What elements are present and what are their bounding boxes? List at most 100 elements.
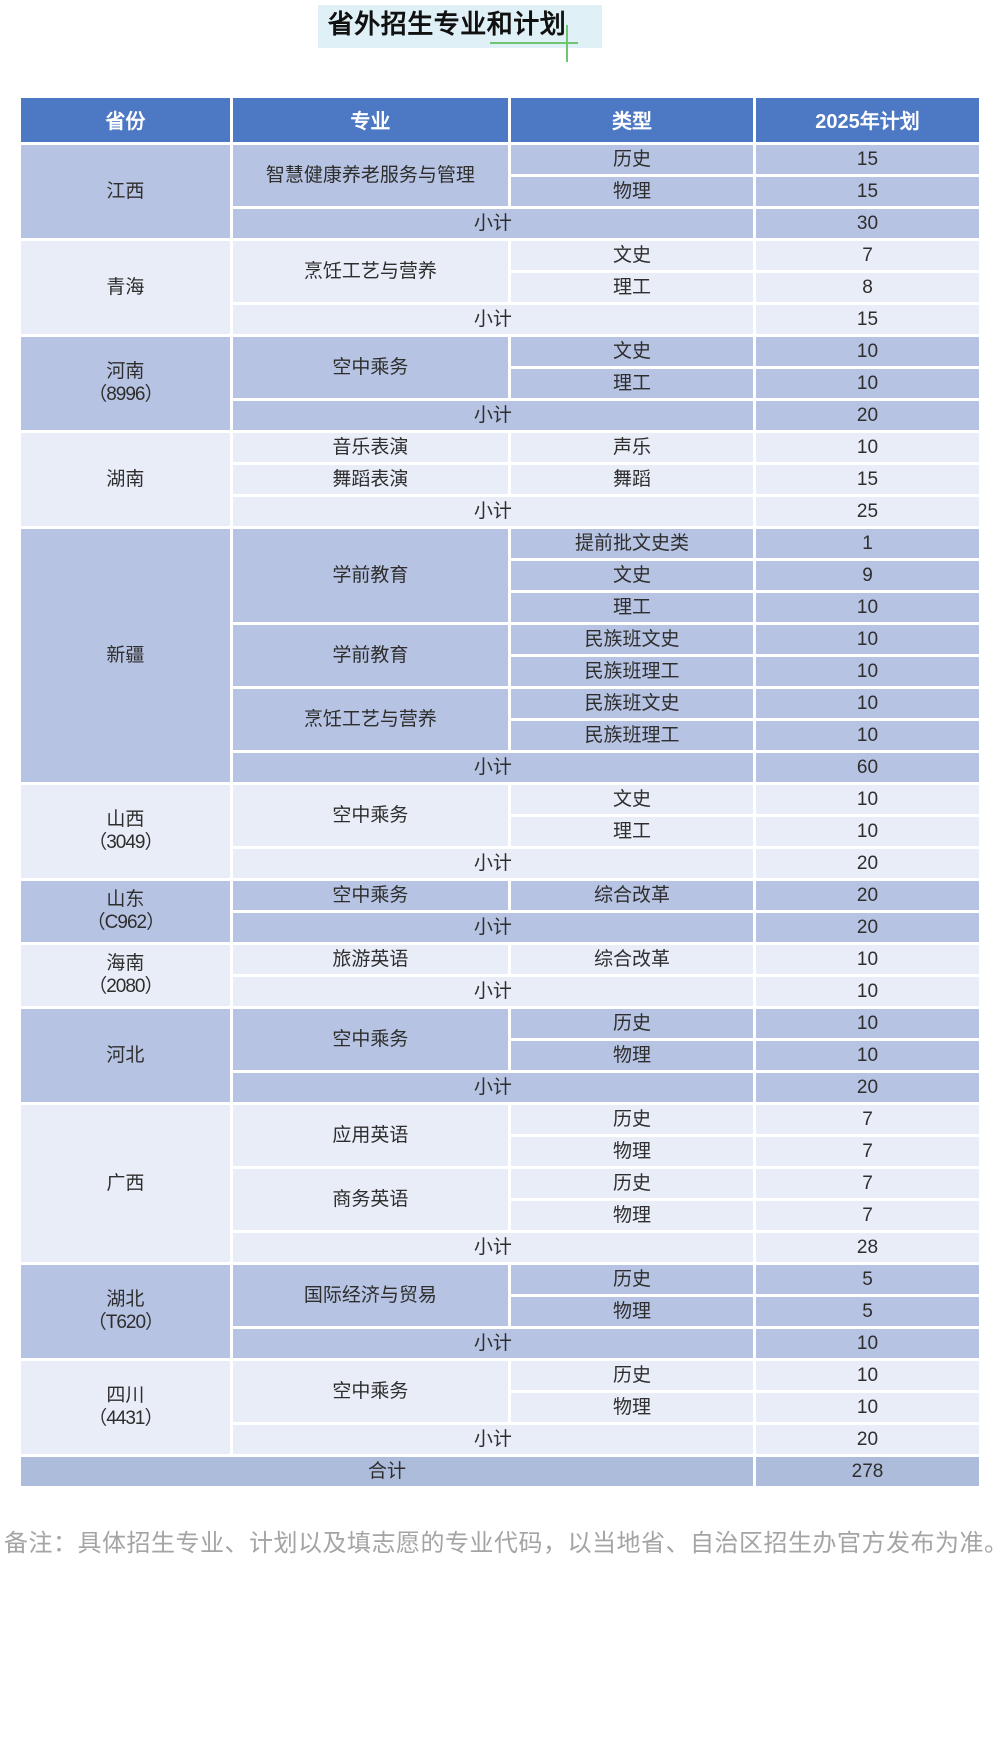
- plan-cell: 10: [755, 1040, 979, 1070]
- type-cell: 提前批文史类: [510, 528, 753, 558]
- title-row: 省外招生专业和计划: [0, 0, 1004, 62]
- table-row: 理工 8: [21, 272, 979, 302]
- table-row: 四川 （4431） 空中乘务 历史 10: [21, 1360, 979, 1454]
- major-cell: 舞蹈表演: [232, 464, 508, 494]
- type-cell: 理工: [510, 592, 753, 622]
- grand-total-label-cell: 合计: [21, 1456, 753, 1486]
- province-name: 四川: [106, 1384, 145, 1406]
- subtotal-value-cell: 20: [755, 848, 979, 878]
- type-cell: 民族班文史: [510, 624, 753, 654]
- major-cell: 旅游英语: [232, 944, 508, 974]
- province-code: （2080）: [88, 976, 163, 998]
- province-name: 新疆: [106, 644, 145, 666]
- major-cell: 空中乘务: [232, 336, 508, 398]
- province-group: 山西 （3049） 空中乘务 文史 10 理工 10 小计 20: [21, 784, 979, 878]
- province-name: 海南: [106, 952, 145, 974]
- column-header-1: 专业: [232, 97, 508, 142]
- grand-total-value-cell: 278: [755, 1456, 979, 1486]
- plan-cell: 10: [755, 368, 979, 398]
- province-group: 海南 （2080） 旅游英语 综合改革 10 小计 10: [21, 944, 979, 1006]
- table-row: 青海 烹饪工艺与营养 文史 7: [21, 240, 979, 334]
- subtotal-row: 小计 15: [21, 304, 979, 334]
- major-cell: 商务英语: [232, 1168, 508, 1230]
- province-code: （C962）: [86, 912, 165, 934]
- major-cell: 空中乘务: [232, 784, 508, 846]
- type-cell: 历史: [510, 144, 753, 174]
- plan-cell: 10: [755, 656, 979, 686]
- type-cell: 文史: [510, 240, 753, 270]
- plan-cell: 9: [755, 560, 979, 590]
- enrollment-plan-table: 省份 专业 类型 2025年计划 江西 智慧健康养老服务与管理 历史 15 物理 15 小计 30 青…: [18, 95, 982, 1489]
- subtotal-value-cell: 25: [755, 496, 979, 526]
- column-header-3: 2025年计划: [755, 97, 979, 142]
- major-cell: 空中乘务: [232, 880, 508, 910]
- table-row: 物理 7: [21, 1136, 979, 1166]
- table-row: 舞蹈表演 舞蹈 15: [21, 464, 979, 494]
- province-cell: 山东 （C962）: [21, 880, 230, 942]
- province-cell: 山西 （3049）: [21, 784, 230, 878]
- grand-total-row: 合计 278: [21, 1456, 979, 1486]
- major-cell: 应用英语: [232, 1104, 508, 1166]
- type-cell: 民族班理工: [510, 656, 753, 686]
- type-cell: 综合改革: [510, 944, 753, 974]
- table-row: 理工 10: [21, 592, 979, 622]
- subtotal-value-cell: 10: [755, 1328, 979, 1358]
- province-group: 湖北 （T620） 国际经济与贸易 历史 5 物理 5 小计 10: [21, 1264, 979, 1358]
- province-cell: 江西: [21, 144, 230, 238]
- subtotal-label-cell: 小计: [232, 848, 753, 878]
- column-header-0: 省份: [21, 97, 230, 142]
- type-cell: 理工: [510, 368, 753, 398]
- table-row: 物理 5: [21, 1296, 979, 1326]
- plan-cell: 5: [755, 1296, 979, 1326]
- subtotal-label-cell: 小计: [232, 208, 753, 238]
- province-group: 青海 烹饪工艺与营养 文史 7 理工 8 小计 15: [21, 240, 979, 334]
- type-cell: 民族班文史: [510, 688, 753, 718]
- type-cell: 综合改革: [510, 880, 753, 910]
- major-cell: 学前教育: [232, 624, 508, 686]
- province-group: 河北 空中乘务 历史 10 物理 10 小计 20: [21, 1008, 979, 1102]
- province-name: 青海: [106, 276, 145, 298]
- province-cell: 海南 （2080）: [21, 944, 230, 1006]
- plan-cell: 15: [755, 176, 979, 206]
- subtotal-value-cell: 10: [755, 976, 979, 1006]
- subtotal-row: 小计 20: [21, 1424, 979, 1454]
- subtotal-value-cell: 20: [755, 1072, 979, 1102]
- type-cell: 理工: [510, 272, 753, 302]
- type-cell: 历史: [510, 1360, 753, 1390]
- type-cell: 理工: [510, 816, 753, 846]
- plan-cell: 7: [755, 1200, 979, 1230]
- province-group: 江西 智慧健康养老服务与管理 历史 15 物理 15 小计 30: [21, 144, 979, 238]
- subtotal-row: 小计 28: [21, 1232, 979, 1262]
- subtotal-row: 小计 20: [21, 400, 979, 430]
- plan-cell: 10: [755, 688, 979, 718]
- province-group: 湖南 音乐表演 声乐 10 舞蹈表演 舞蹈 15 小计 25: [21, 432, 979, 526]
- province-cell: 湖南: [21, 432, 230, 526]
- subtotal-row: 小计 25: [21, 496, 979, 526]
- plan-cell: 8: [755, 272, 979, 302]
- table-row: 理工 10: [21, 816, 979, 846]
- province-group: 河南 （8996） 空中乘务 文史 10 理工 10 小计 20: [21, 336, 979, 430]
- table-row: 文史 9: [21, 560, 979, 590]
- subtotal-row: 小计 30: [21, 208, 979, 238]
- plan-cell: 10: [755, 1360, 979, 1390]
- type-cell: 物理: [510, 1296, 753, 1326]
- province-cell: 湖北 （T620）: [21, 1264, 230, 1358]
- table-row: 商务英语 历史 7: [21, 1168, 979, 1230]
- major-cell: 国际经济与贸易: [232, 1264, 508, 1326]
- plan-cell: 20: [755, 880, 979, 910]
- subtotal-value-cell: 30: [755, 208, 979, 238]
- major-cell: 空中乘务: [232, 1360, 508, 1422]
- table-row: 物理 7: [21, 1200, 979, 1230]
- table-row: 湖南 音乐表演 声乐 10: [21, 432, 979, 526]
- type-cell: 历史: [510, 1168, 753, 1198]
- subtotal-label-cell: 小计: [232, 1424, 753, 1454]
- plan-cell: 1: [755, 528, 979, 558]
- type-cell: 历史: [510, 1104, 753, 1134]
- subtotal-label-cell: 小计: [232, 400, 753, 430]
- province-group: 山东 （C962） 空中乘务 综合改革 20 小计 20: [21, 880, 979, 942]
- subtotal-row: 小计 20: [21, 848, 979, 878]
- province-name: 山东: [106, 888, 145, 910]
- table-row: 河北 空中乘务 历史 10: [21, 1008, 979, 1102]
- plan-cell: 10: [755, 720, 979, 750]
- subtotal-row: 小计 60: [21, 752, 979, 782]
